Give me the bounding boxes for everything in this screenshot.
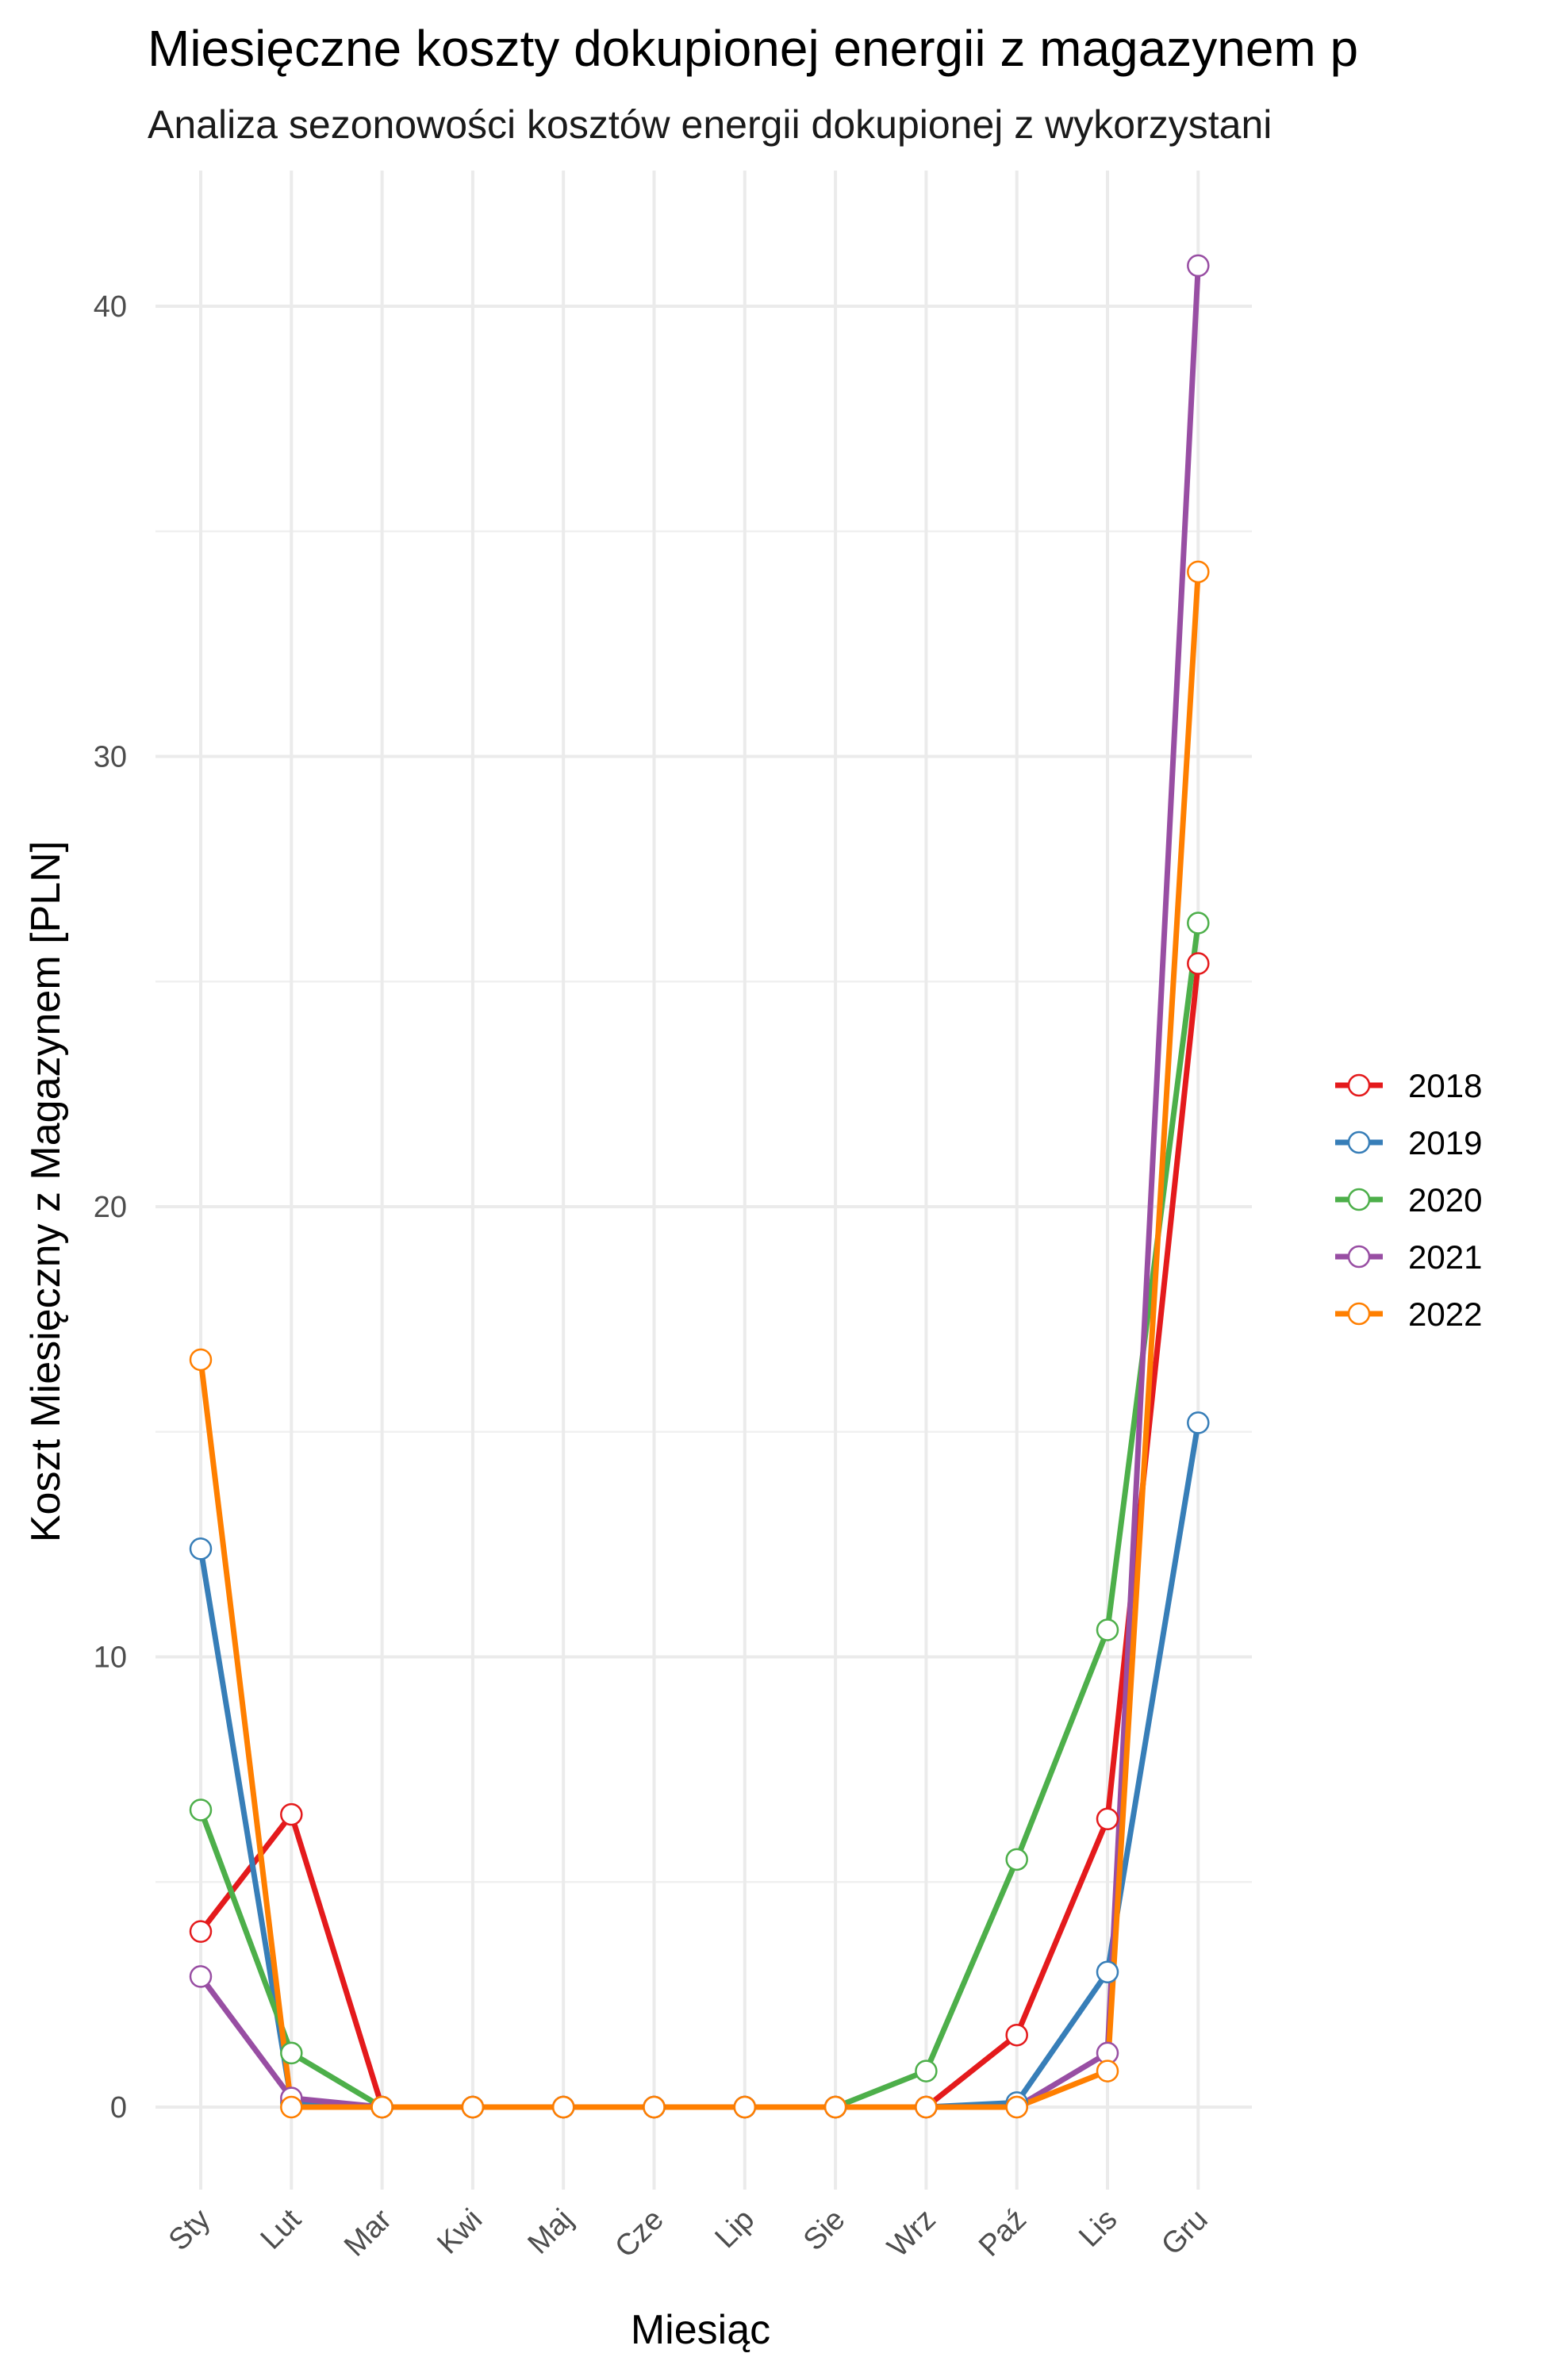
legend-key-point <box>1347 1188 1371 1211</box>
x-tick-label: Lis <box>1073 2203 1123 2254</box>
data-point-2019 <box>189 1537 213 1560</box>
x-tick-label: Paź <box>973 2203 1033 2263</box>
series-line-2018 <box>198 961 1201 2110</box>
data-point-2022 <box>551 2095 575 2119</box>
y-tick-label: 30 <box>94 741 127 774</box>
x-tick-label: Maj <box>522 2203 580 2261</box>
data-point-2022 <box>823 2095 847 2119</box>
chart-title: Miesięczne koszty dokupionej energii z m… <box>148 20 1359 77</box>
data-point-2022 <box>643 2095 666 2119</box>
y-tick-label: 0 <box>110 2091 127 2125</box>
legend-label: 2020 <box>1408 1181 1482 1219</box>
data-point-2018 <box>280 1802 303 1826</box>
legend-label: 2021 <box>1408 1238 1482 1276</box>
y-tick-label: 40 <box>94 290 127 324</box>
data-point-2021 <box>1187 254 1210 278</box>
series-points <box>189 254 1210 2119</box>
x-axis-ticks: Sty Lut Mar Kwi Maj Cze Lip Sie Wrz Paź Lis Gru <box>163 2202 1215 2264</box>
series-lines <box>198 263 1201 2110</box>
legend-key-point <box>1347 1302 1371 1326</box>
y-tick-label: 10 <box>94 1641 127 1675</box>
legend-label: 2019 <box>1408 1124 1482 1161</box>
legend-item-2020: 2020 <box>1335 1181 1482 1219</box>
data-point-2020 <box>280 2041 303 2065</box>
data-point-2022 <box>370 2095 393 2119</box>
data-point-2022 <box>1005 2095 1028 2119</box>
data-point-2022 <box>461 2095 485 2119</box>
data-point-2022 <box>915 2095 938 2119</box>
data-point-2018 <box>1187 952 1210 975</box>
data-point-2022 <box>189 1348 213 1372</box>
x-tick-label: Wrz <box>881 2203 942 2264</box>
legend: 2018 2019 2020 2021 2022 <box>1335 1067 1482 1333</box>
x-tick-label: Gru <box>1155 2203 1215 2263</box>
legend-item-2019: 2019 <box>1335 1124 1482 1161</box>
legend-key-point <box>1347 1073 1371 1097</box>
data-point-2020 <box>915 2059 938 2082</box>
data-point-2018 <box>1005 2023 1028 2047</box>
series-line-2020 <box>198 920 1201 2110</box>
legend-item-2018: 2018 <box>1335 1067 1482 1104</box>
legend-item-2021: 2021 <box>1335 1238 1482 1276</box>
data-point-2018 <box>189 1920 213 1943</box>
data-point-2020 <box>1096 1618 1119 1641</box>
y-tick-label: 20 <box>94 1191 127 1224</box>
data-point-2020 <box>189 1798 213 1821</box>
x-tick-label: Cze <box>608 2203 670 2264</box>
legend-key-point <box>1347 1245 1371 1269</box>
data-point-2020 <box>1005 1848 1028 1871</box>
x-tick-label: Lut <box>255 2202 308 2255</box>
legend-label: 2018 <box>1408 1067 1482 1104</box>
x-tick-label: Sty <box>163 2203 217 2258</box>
grid-lines <box>155 171 1252 2190</box>
data-point-2021 <box>189 1965 213 1988</box>
x-tick-label: Sie <box>797 2203 852 2258</box>
x-tick-label: Mar <box>338 2202 398 2263</box>
data-point-2018 <box>1096 1807 1119 1831</box>
series-line-2021 <box>198 263 1201 2110</box>
data-point-2022 <box>1096 2059 1119 2082</box>
legend-key-point <box>1347 1130 1371 1154</box>
chart-subtitle: Analiza sezonowości kosztów energii doku… <box>148 102 1273 147</box>
legend-label: 2022 <box>1408 1296 1482 1333</box>
data-point-2022 <box>280 2095 303 2119</box>
x-tick-label: Kwi <box>431 2203 489 2261</box>
legend-item-2022: 2022 <box>1335 1296 1482 1333</box>
data-point-2019 <box>1096 1960 1119 1983</box>
data-point-2022 <box>733 2095 757 2119</box>
x-axis-title: Miesiąc <box>631 2307 770 2353</box>
y-axis-title: Koszt Miesięczny z Magazynem [PLN] <box>23 841 69 1542</box>
x-tick-label: Lip <box>709 2203 762 2255</box>
y-axis-ticks: 0 10 20 30 40 <box>94 290 127 2125</box>
data-point-2019 <box>1187 1411 1210 1434</box>
data-point-2022 <box>1187 560 1210 584</box>
series-line-2022 <box>198 569 1201 2110</box>
data-point-2020 <box>1187 912 1210 935</box>
